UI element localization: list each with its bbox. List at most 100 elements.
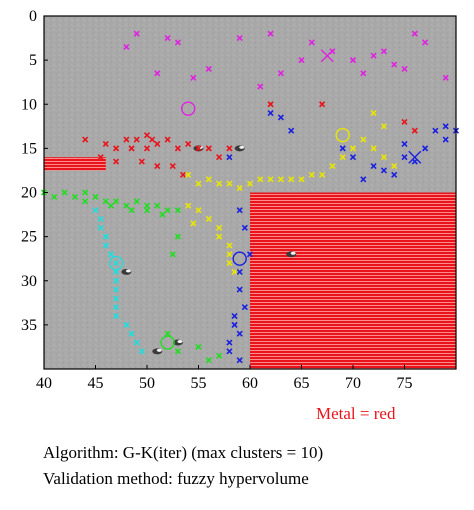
cluster-2-point-10 xyxy=(288,176,295,183)
metal-region-0 xyxy=(250,192,456,369)
cluster-3-point-11 xyxy=(154,202,161,209)
cluster-5-point-2 xyxy=(288,127,295,134)
cluster-2-point-6 xyxy=(246,180,254,187)
axis-layer: 40 45 50 55 60 65 70 75 0 5 10 15 20 25 30 35 xyxy=(21,8,413,392)
cluster-5-point-5 xyxy=(370,162,377,170)
cluster-0-point-0 xyxy=(133,30,140,37)
cluster-3-point-16 xyxy=(128,207,135,214)
cluster-3-point-9 xyxy=(133,198,140,205)
cluster-0-point-2 xyxy=(174,39,181,46)
cluster-3-point-6 xyxy=(102,198,109,205)
dark-blob-2 xyxy=(172,339,183,346)
cluster-2-point-17 xyxy=(360,136,367,143)
cluster-3-point-18 xyxy=(159,211,166,218)
cluster-2-point-14 xyxy=(329,162,336,170)
cluster-2-point-16 xyxy=(349,145,357,152)
cluster-0-point-10 xyxy=(360,70,367,77)
cluster-0-point-18 xyxy=(236,34,243,42)
cluster-2-point-4 xyxy=(226,180,233,187)
cluster-3-point-2 xyxy=(61,189,68,196)
x-tick-label-55: 55 xyxy=(191,375,207,392)
cluster-3-point-19 xyxy=(164,330,171,337)
cluster-5-point-7 xyxy=(391,171,398,178)
x-tick-label-40: 40 xyxy=(36,375,52,392)
cluster-4-point-14 xyxy=(128,330,135,337)
cluster-5-point-26 xyxy=(226,339,233,346)
cluster-2-point-11 xyxy=(298,176,305,183)
cluster-1-point-16 xyxy=(154,162,161,170)
cluster-4-point-8 xyxy=(113,277,120,284)
cluster-3-point-13 xyxy=(174,207,181,214)
cluster-0-point-5 xyxy=(205,65,212,73)
cluster-3-point-3 xyxy=(71,193,78,200)
cluster-1-point-5 xyxy=(143,132,151,139)
cluster-2-point-13 xyxy=(319,171,326,178)
points-layer xyxy=(40,30,460,364)
cluster-0-point-17 xyxy=(298,57,305,64)
cluster-5-point-19 xyxy=(246,251,254,258)
cluster-1-point-17 xyxy=(169,162,176,170)
cluster-1-point-0 xyxy=(82,136,89,143)
cluster-2-point-18 xyxy=(370,145,377,152)
cluster-4-point-4 xyxy=(102,242,109,249)
cluster-3-point-12 xyxy=(164,207,171,214)
cluster-1-point-15 xyxy=(138,158,145,165)
cluster-0-point-19 xyxy=(123,43,130,50)
cluster-4-point-3 xyxy=(102,233,109,240)
cluster-3-point-7 xyxy=(113,198,120,205)
cluster-3-point-17 xyxy=(143,207,151,214)
algorithm-caption: Algorithm: G-K(iter) (max clusters = 10) xyxy=(43,443,324,462)
cluster-0-point-11 xyxy=(370,52,377,59)
cluster-4-point-1 xyxy=(97,215,104,223)
cluster-5-point-21 xyxy=(236,286,243,293)
cluster-0-point-20 xyxy=(257,83,264,90)
cluster-2-point-31 xyxy=(380,123,387,130)
metal-legend-note: Metal = red xyxy=(316,404,396,423)
cluster-1-point-24 xyxy=(319,101,326,108)
cluster-1-point-26 xyxy=(411,127,418,134)
cluster-5-point-25 xyxy=(236,330,243,337)
cluster-1-point-13 xyxy=(226,145,233,152)
cluster-2-point-23 xyxy=(205,215,212,223)
cluster-5-centroid xyxy=(232,251,247,266)
y-tick-label-25: 25 xyxy=(21,229,37,246)
cluster-2-point-25 xyxy=(216,233,223,240)
cluster-4-centroid xyxy=(108,255,124,271)
cluster-4-point-6 xyxy=(113,260,120,267)
cluster-2-point-15 xyxy=(339,154,346,161)
dark-blob-5 xyxy=(152,348,163,355)
cluster-2-point-28 xyxy=(226,260,233,267)
cluster-4-point-5 xyxy=(107,251,115,258)
metal-region-1 xyxy=(44,157,106,171)
cluster-3-point-20 xyxy=(174,348,181,355)
cluster-0-point-1 xyxy=(164,34,171,42)
cluster-3-point-25 xyxy=(174,233,181,240)
cluster-1-point-12 xyxy=(216,154,223,161)
cluster-1-point-1 xyxy=(97,154,104,161)
cluster-2-point-2 xyxy=(205,176,212,183)
cluster-3-centroid xyxy=(160,335,175,350)
cluster-5-point-18 xyxy=(241,224,248,231)
cluster-5-point-13 xyxy=(442,136,449,143)
cluster-1-point-8 xyxy=(174,145,181,152)
cluster-5-point-8 xyxy=(401,154,408,161)
cluster-5-point-29 xyxy=(226,154,233,161)
cluster-3-point-22 xyxy=(216,352,223,359)
cluster-5-center-cross xyxy=(408,150,422,164)
cluster-2-centroid xyxy=(335,127,350,143)
cluster-2-point-27 xyxy=(226,251,233,258)
cluster-1-point-10 xyxy=(195,145,202,152)
cluster-0-point-6 xyxy=(267,30,274,37)
cluster-2-point-8 xyxy=(267,176,274,183)
cluster-5-point-23 xyxy=(231,312,238,320)
cluster-2-point-7 xyxy=(257,176,264,183)
cluster-5-point-22 xyxy=(241,304,248,311)
cluster-4-point-0 xyxy=(92,207,99,214)
cluster-5-point-10 xyxy=(422,145,429,152)
cluster-0-point-4 xyxy=(190,74,197,81)
y-tick-label-10: 10 xyxy=(21,96,37,113)
cluster-3-point-14 xyxy=(82,189,89,196)
cluster-0-point-13 xyxy=(411,30,418,37)
cluster-3-point-15 xyxy=(107,202,115,209)
cluster-2-point-20 xyxy=(391,162,398,170)
